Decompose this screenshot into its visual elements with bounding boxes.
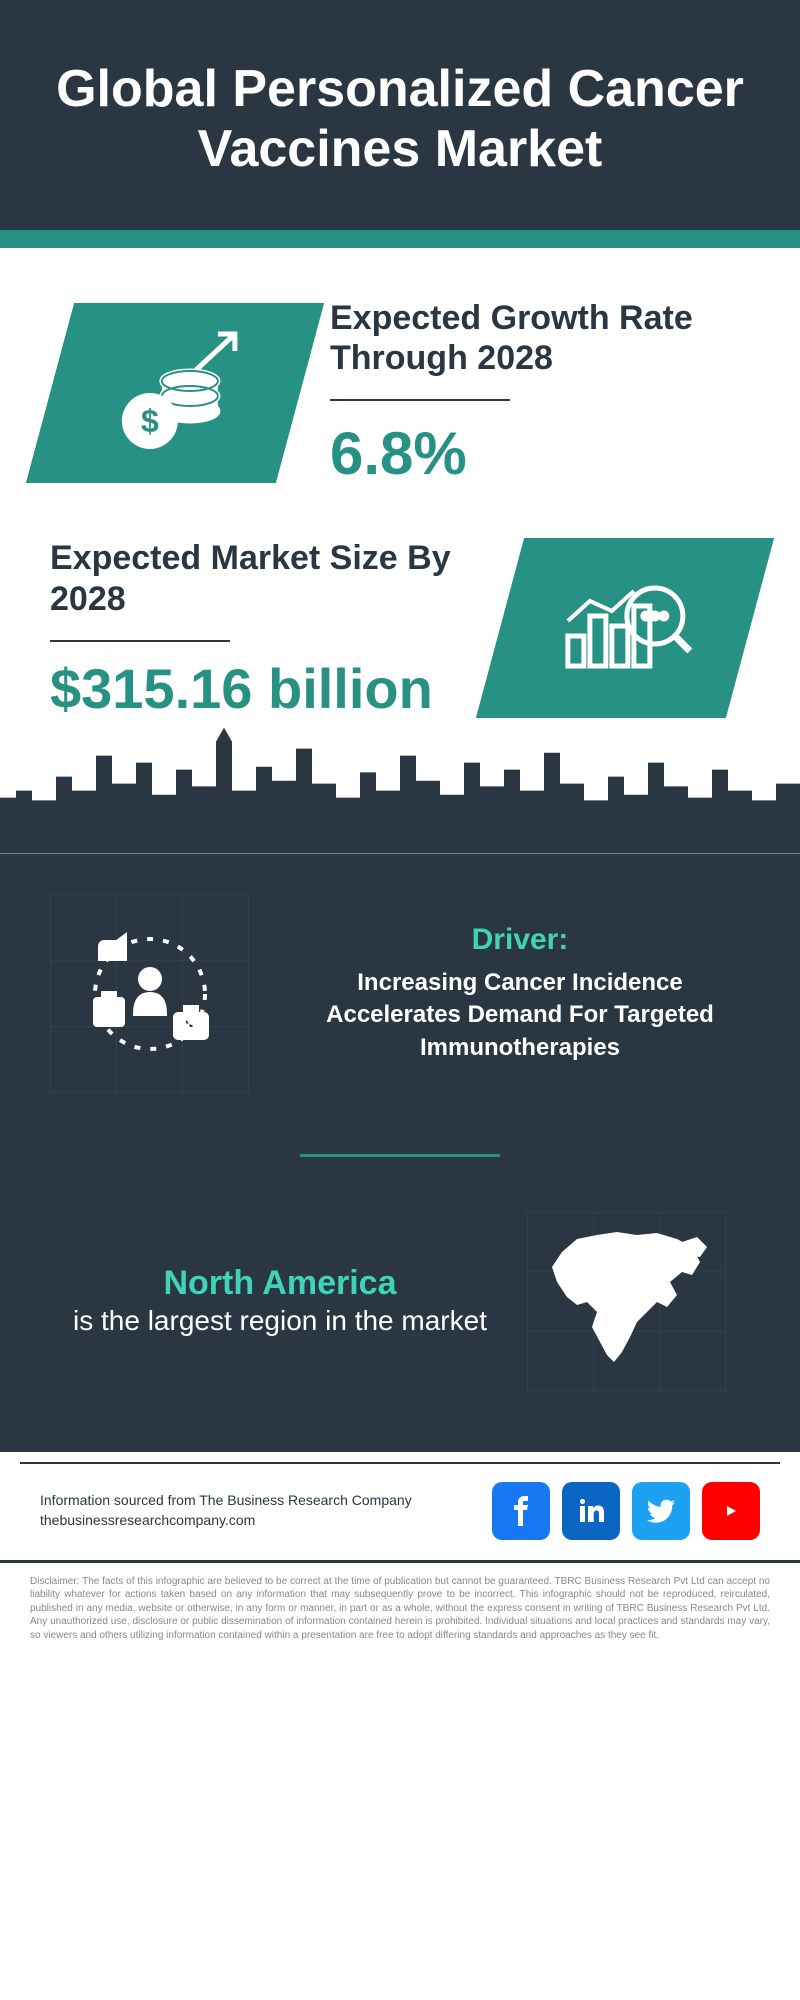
dark-panel: Driver: Increasing Cancer Incidence Acce… — [0, 854, 800, 1452]
page-title: Global Personalized Cancer Vaccines Mark… — [40, 60, 760, 180]
linkedin-icon[interactable] — [562, 1482, 620, 1540]
driver-title: Driver: — [290, 923, 750, 957]
market-size-value: $315.16 billion — [50, 660, 470, 719]
driver-text: Driver: Increasing Cancer Incidence Acce… — [290, 923, 750, 1064]
growth-rate-label: Expected Growth Rate Through 2028 — [330, 298, 750, 380]
growth-rate-section: $ Expected Growth Rate Through 2028 6.8% — [0, 248, 800, 529]
footer: Information sourced from The Business Re… — [0, 1452, 800, 1563]
market-size-section: Expected Market Size By 2028 $315.16 bil… — [0, 528, 800, 718]
region-subtext: is the largest region in the market — [73, 1303, 487, 1339]
svg-text:$: $ — [141, 402, 159, 438]
growth-rate-text: Expected Growth Rate Through 2028 6.8% — [330, 298, 750, 489]
skyline-graphic — [0, 714, 800, 854]
money-growth-icon: $ — [100, 325, 250, 460]
network-people-icon — [50, 894, 250, 1094]
divider — [50, 640, 230, 642]
region-highlight: North America — [73, 1264, 487, 1303]
source-line: Information sourced from The Business Re… — [40, 1492, 412, 1508]
region-section: North America is the largest region in t… — [50, 1212, 750, 1392]
driver-description: Increasing Cancer Incidence Accelerates … — [290, 967, 750, 1064]
divider — [330, 399, 510, 401]
market-size-label: Expected Market Size By 2028 — [50, 538, 470, 620]
footer-source: Information sourced from The Business Re… — [40, 1491, 412, 1530]
north-america-map-icon — [527, 1212, 727, 1392]
source-site: thebusinessresearchcompany.com — [40, 1511, 412, 1531]
chart-search-icon — [550, 566, 700, 691]
disclaimer-text: Disclaimer: The facts of this infographi… — [0, 1563, 800, 1673]
growth-shape: $ — [26, 303, 324, 483]
driver-section: Driver: Increasing Cancer Incidence Acce… — [50, 894, 750, 1094]
divider — [300, 1154, 500, 1157]
market-shape — [476, 538, 774, 718]
social-links — [492, 1482, 760, 1540]
twitter-icon[interactable] — [632, 1482, 690, 1540]
header-bar: Global Personalized Cancer Vaccines Mark… — [0, 0, 800, 248]
region-text: North America is the largest region in t… — [73, 1264, 487, 1339]
youtube-icon[interactable] — [702, 1482, 760, 1540]
market-size-text: Expected Market Size By 2028 $315.16 bil… — [50, 538, 470, 718]
growth-rate-value: 6.8% — [330, 419, 750, 488]
facebook-icon[interactable] — [492, 1482, 550, 1540]
